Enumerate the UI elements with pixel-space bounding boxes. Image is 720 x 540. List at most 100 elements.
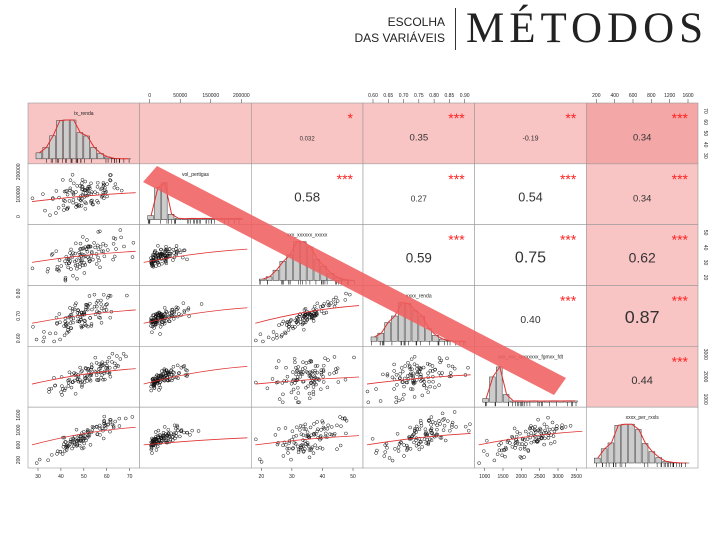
matrix-cell-4-1 bbox=[139, 346, 252, 408]
scatter-point bbox=[62, 189, 67, 194]
scatter-point bbox=[162, 438, 167, 443]
scatter-point bbox=[96, 378, 101, 382]
scatter-point bbox=[420, 393, 425, 398]
right-axis-tick: 3000 bbox=[702, 349, 708, 360]
histogram-4 bbox=[482, 365, 578, 407]
scatter-point bbox=[296, 365, 301, 369]
scatter-point bbox=[304, 434, 309, 438]
scatter-point bbox=[101, 292, 106, 297]
scatter-point bbox=[49, 386, 54, 391]
scatter-point bbox=[71, 316, 76, 321]
scatter-point bbox=[420, 445, 424, 449]
scatter-point bbox=[448, 371, 453, 375]
scatter-point bbox=[80, 181, 84, 185]
scatter-point bbox=[335, 366, 340, 371]
scatter-point bbox=[185, 257, 189, 262]
scatter-point bbox=[405, 443, 409, 448]
scatter-point bbox=[76, 379, 81, 384]
scatter-point bbox=[176, 371, 181, 376]
scatter-point bbox=[294, 396, 298, 400]
smooth-line bbox=[366, 374, 471, 385]
scatter-point bbox=[125, 293, 129, 298]
scatter-point bbox=[424, 441, 429, 445]
scatter-point bbox=[68, 178, 73, 182]
scatter-point bbox=[196, 429, 201, 433]
scatter-point bbox=[83, 434, 87, 438]
scatter-point bbox=[75, 314, 80, 319]
scatter-point bbox=[86, 367, 90, 371]
scatter-point bbox=[176, 428, 180, 433]
scatter-point bbox=[108, 419, 113, 424]
scatter-point bbox=[150, 263, 155, 267]
scatter-point bbox=[95, 432, 100, 436]
scatter-point bbox=[169, 368, 174, 372]
scatter-point bbox=[422, 437, 427, 441]
scatter-point bbox=[277, 397, 282, 401]
scatter-point bbox=[112, 185, 117, 190]
scatter-point bbox=[63, 316, 68, 320]
significance-stars-1-5: *** bbox=[672, 171, 689, 187]
scatter-point bbox=[335, 299, 340, 303]
scatter-point bbox=[407, 365, 412, 369]
scatter-point bbox=[66, 265, 70, 270]
bottom-axis-tick: 50 bbox=[81, 474, 87, 480]
scatter-panel-4-2 bbox=[254, 355, 360, 405]
scatter-point bbox=[439, 436, 444, 440]
top-axis-tick: 0.85 bbox=[445, 93, 455, 99]
scatter-point bbox=[175, 363, 180, 368]
scatter-point bbox=[285, 446, 289, 451]
scatter-point bbox=[85, 428, 90, 432]
scatter-point bbox=[91, 257, 95, 262]
correlation-value-0-4: -0.19 bbox=[522, 136, 538, 143]
scatter-point bbox=[155, 312, 159, 316]
scatter-point bbox=[96, 378, 100, 382]
scatter-point bbox=[413, 380, 417, 385]
scatter-point bbox=[46, 458, 50, 463]
scatter-point bbox=[370, 437, 375, 441]
scatter-point bbox=[519, 456, 524, 460]
scatter-point bbox=[108, 178, 113, 183]
significance-stars-2-3: *** bbox=[448, 232, 465, 248]
bottom-axis-tick: 3500 bbox=[571, 474, 582, 480]
scatter-point bbox=[99, 302, 103, 307]
smooth-line bbox=[143, 248, 248, 263]
scatter-point bbox=[88, 244, 92, 249]
scatter-point bbox=[339, 424, 343, 428]
scatter-point bbox=[89, 250, 94, 254]
scatter-point bbox=[79, 311, 84, 315]
histogram-5 bbox=[594, 423, 690, 467]
top-axis-tick: 400 bbox=[610, 93, 619, 99]
scatter-point bbox=[86, 428, 91, 433]
scatter-point bbox=[515, 430, 520, 434]
scatter-point bbox=[332, 371, 336, 375]
scatter-point bbox=[430, 369, 435, 373]
scatter-point bbox=[85, 436, 89, 440]
scatter-point bbox=[79, 325, 84, 330]
scatter-point bbox=[338, 443, 343, 448]
scatter-point bbox=[159, 434, 163, 438]
scatter-point bbox=[427, 379, 431, 384]
right-axis-tick: 50 bbox=[702, 131, 708, 137]
scatter-point bbox=[396, 445, 401, 449]
scatter-point bbox=[285, 374, 290, 379]
scatter-point bbox=[78, 434, 83, 439]
scatter-point bbox=[321, 304, 326, 308]
scatter-point bbox=[313, 432, 318, 436]
correlation-value-2-3: 0.59 bbox=[406, 250, 432, 265]
correlation-value-1-5: 0.34 bbox=[633, 193, 651, 204]
scatter-point bbox=[296, 400, 300, 405]
scatter-point bbox=[64, 324, 68, 329]
scatter-point bbox=[99, 376, 103, 380]
scatter-point bbox=[130, 255, 135, 259]
scatter-point bbox=[149, 447, 153, 452]
scatter-point bbox=[524, 442, 528, 446]
scatter-point bbox=[510, 445, 515, 449]
scatter-point bbox=[297, 314, 301, 319]
scatter-point bbox=[162, 321, 167, 326]
scatter-point bbox=[150, 451, 154, 455]
scatter-point bbox=[73, 392, 78, 396]
scatter-point bbox=[165, 433, 170, 437]
scatter-point bbox=[538, 426, 542, 431]
scatter-point bbox=[93, 190, 97, 194]
scatter-point bbox=[86, 255, 90, 260]
